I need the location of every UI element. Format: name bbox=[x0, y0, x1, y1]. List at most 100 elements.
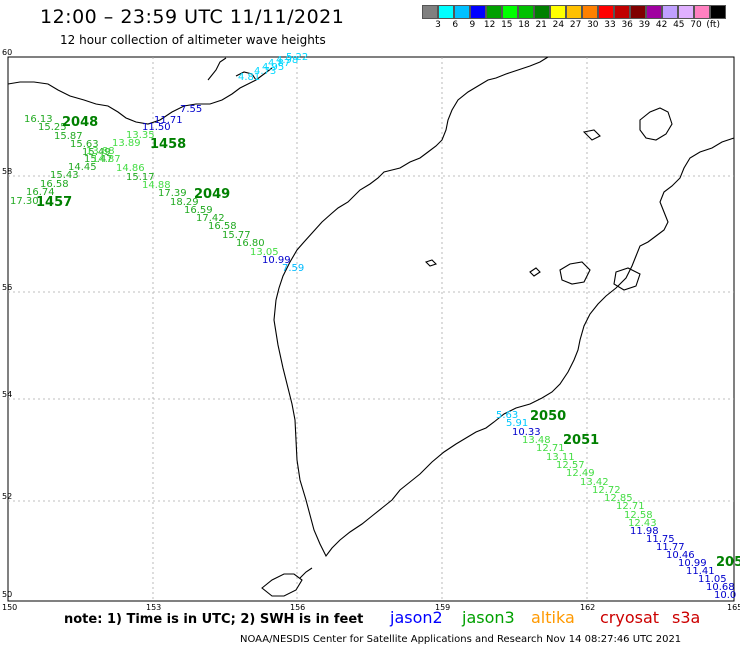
wave-reading: 10.68 bbox=[706, 582, 735, 593]
lat-label: 60 bbox=[2, 48, 12, 57]
wave-reading: 10.99 bbox=[262, 255, 291, 266]
wave-reading: 11.41 bbox=[686, 566, 715, 577]
koni-peninsula bbox=[235, 71, 257, 81]
scale-label: (ft) bbox=[706, 20, 720, 30]
lon-label: 150 bbox=[2, 603, 17, 612]
wave-reading: 13.42 bbox=[580, 477, 609, 488]
scale-swatch bbox=[518, 5, 534, 19]
pass-label: 2051 bbox=[563, 433, 599, 448]
scale-label: 45 bbox=[673, 20, 685, 30]
wave-reading: 15.87 bbox=[54, 131, 83, 142]
scale-swatch bbox=[422, 5, 438, 19]
wave-reading: 4.95 bbox=[262, 62, 284, 73]
pass-labels: 2048 1458 1457 2049 2050 2051 205 bbox=[36, 115, 740, 570]
lon-label: 156 bbox=[290, 603, 305, 612]
wave-reading: 13.11 bbox=[546, 452, 575, 463]
map-frame bbox=[7, 56, 735, 602]
lat-label: 54 bbox=[2, 390, 12, 399]
map-subtitle: 12 hour collection of altimeter wave hei… bbox=[60, 33, 326, 47]
scale-label: 24 bbox=[552, 20, 565, 30]
scale-label: 18 bbox=[518, 20, 530, 30]
paramushir-island bbox=[261, 573, 303, 597]
wave-reading: 5.22 bbox=[286, 52, 308, 63]
scale-label: 15 bbox=[501, 20, 513, 30]
wave-reading: 10.0 bbox=[714, 590, 736, 601]
scale-swatch bbox=[550, 5, 566, 19]
scale-label: 21 bbox=[535, 20, 547, 30]
satellite-name: jason2 bbox=[390, 608, 443, 627]
wave-reading: 4.87 bbox=[268, 58, 290, 69]
scale-label: 9 bbox=[469, 20, 476, 30]
wave-reading: 13.48 bbox=[522, 435, 551, 446]
wave-reading: 17.30 bbox=[10, 196, 39, 207]
scale-swatch bbox=[694, 5, 710, 19]
lon-label: 165 bbox=[727, 603, 740, 612]
scale-swatch bbox=[662, 5, 678, 19]
wave-reading: 15.47 bbox=[84, 154, 113, 165]
wave-reading: 16.13 bbox=[24, 114, 53, 125]
wave-reading: 12.57 bbox=[556, 460, 585, 471]
wave-reading: 17.42 bbox=[196, 213, 225, 224]
wave-reading: 16.58 bbox=[40, 179, 69, 190]
lat-label: 56 bbox=[2, 283, 12, 292]
wave-reading: 15.43 bbox=[50, 170, 79, 181]
wave-reading: 10.46 bbox=[666, 550, 695, 561]
pass-label: 205 bbox=[716, 555, 740, 570]
wave-reading: 16.74 bbox=[26, 187, 55, 198]
karaginsky-island bbox=[639, 107, 673, 141]
wave-reading: 12.72 bbox=[592, 485, 621, 496]
satellite-name: altika bbox=[531, 608, 575, 627]
scale-label: 30 bbox=[587, 20, 599, 30]
wave-reading: 7.59 bbox=[282, 263, 304, 274]
scale-label: 36 bbox=[621, 20, 633, 30]
satellite-name: jason3 bbox=[462, 608, 515, 627]
scale-swatch bbox=[678, 5, 694, 19]
lat-label: 50 bbox=[2, 590, 12, 599]
scale-swatch bbox=[470, 5, 486, 19]
credit-line: NOAA/NESDIS Center for Satellite Applica… bbox=[240, 634, 682, 645]
paramushir-coast bbox=[299, 567, 313, 579]
wave-reading: 11.05 bbox=[698, 574, 727, 585]
kamchatka-west-coast bbox=[275, 56, 549, 301]
wave-reading: 16.58 bbox=[208, 221, 237, 232]
scale-label: 70 bbox=[690, 20, 702, 30]
kamchatka-east-coast bbox=[273, 137, 735, 558]
wave-reading: 15.25 bbox=[38, 122, 67, 133]
wave-reading: 11.98 bbox=[630, 526, 659, 537]
scale-swatch bbox=[710, 5, 726, 19]
islet-2 bbox=[424, 259, 438, 267]
graticule bbox=[8, 57, 734, 601]
satellite-name: s3a bbox=[672, 608, 701, 627]
scale-label: 27 bbox=[569, 20, 582, 30]
map-title: 12:00 – 23:59 UTC 11/11/2021 bbox=[40, 6, 345, 28]
wave-reading: 12.43 bbox=[628, 518, 657, 529]
lat-label: 58 bbox=[2, 167, 12, 176]
wave-reading: 12.58 bbox=[624, 510, 653, 521]
pass-label: 1457 bbox=[36, 195, 72, 210]
lon-label: 162 bbox=[580, 603, 595, 612]
wave-reading: 5.63 bbox=[496, 410, 518, 421]
wave-reading: 12.71 bbox=[536, 443, 565, 454]
islet-1 bbox=[529, 267, 541, 277]
wave-reading: 11.50 bbox=[142, 122, 171, 133]
wave-reading: 15.49 bbox=[82, 147, 111, 158]
scale-swatch bbox=[486, 5, 502, 19]
pass-label: 2048 bbox=[62, 115, 98, 130]
pass-label: 1458 bbox=[150, 137, 186, 152]
pass-label: 2049 bbox=[194, 187, 230, 202]
scale-label: 3 bbox=[435, 20, 441, 30]
scale-swatch bbox=[646, 5, 662, 19]
scale-swatch bbox=[566, 5, 582, 19]
wave-reading: 13.88 bbox=[86, 146, 115, 157]
scale-swatch bbox=[502, 5, 518, 19]
scale-swatch bbox=[614, 5, 630, 19]
wave-reading: 17.39 bbox=[158, 188, 187, 199]
scale-label: 39 bbox=[638, 20, 651, 30]
pass-label: 2050 bbox=[530, 409, 566, 424]
scale-swatch bbox=[582, 5, 598, 19]
wave-reading: 15.17 bbox=[126, 172, 155, 183]
taui-coast bbox=[207, 57, 227, 81]
scale-label: 12 bbox=[483, 20, 496, 30]
wave-reading: 7.55 bbox=[180, 104, 202, 115]
